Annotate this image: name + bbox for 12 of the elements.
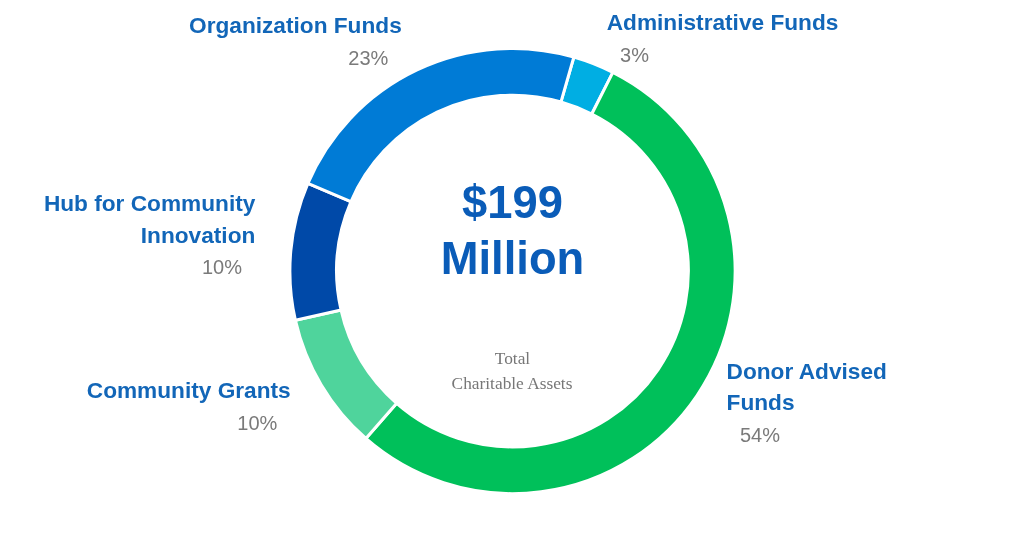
data-label: 23% — [348, 46, 389, 69]
slice-label: Hub for Community Innovation — [43, 190, 256, 248]
text: $199 Million — [440, 177, 585, 285]
data-label: 10% — [237, 412, 278, 435]
slice-label: Community Grants — [86, 377, 291, 404]
text: Total Charitable Assets — [451, 349, 573, 394]
slice-label: Administrative Funds — [606, 9, 839, 36]
data-label: 10% — [201, 256, 243, 279]
slice-label: Organization Funds — [189, 11, 402, 38]
slice-label: Donor Advised Funds — [726, 358, 887, 416]
data-label: 3% — [620, 43, 650, 66]
data-label: 54% — [739, 424, 781, 447]
